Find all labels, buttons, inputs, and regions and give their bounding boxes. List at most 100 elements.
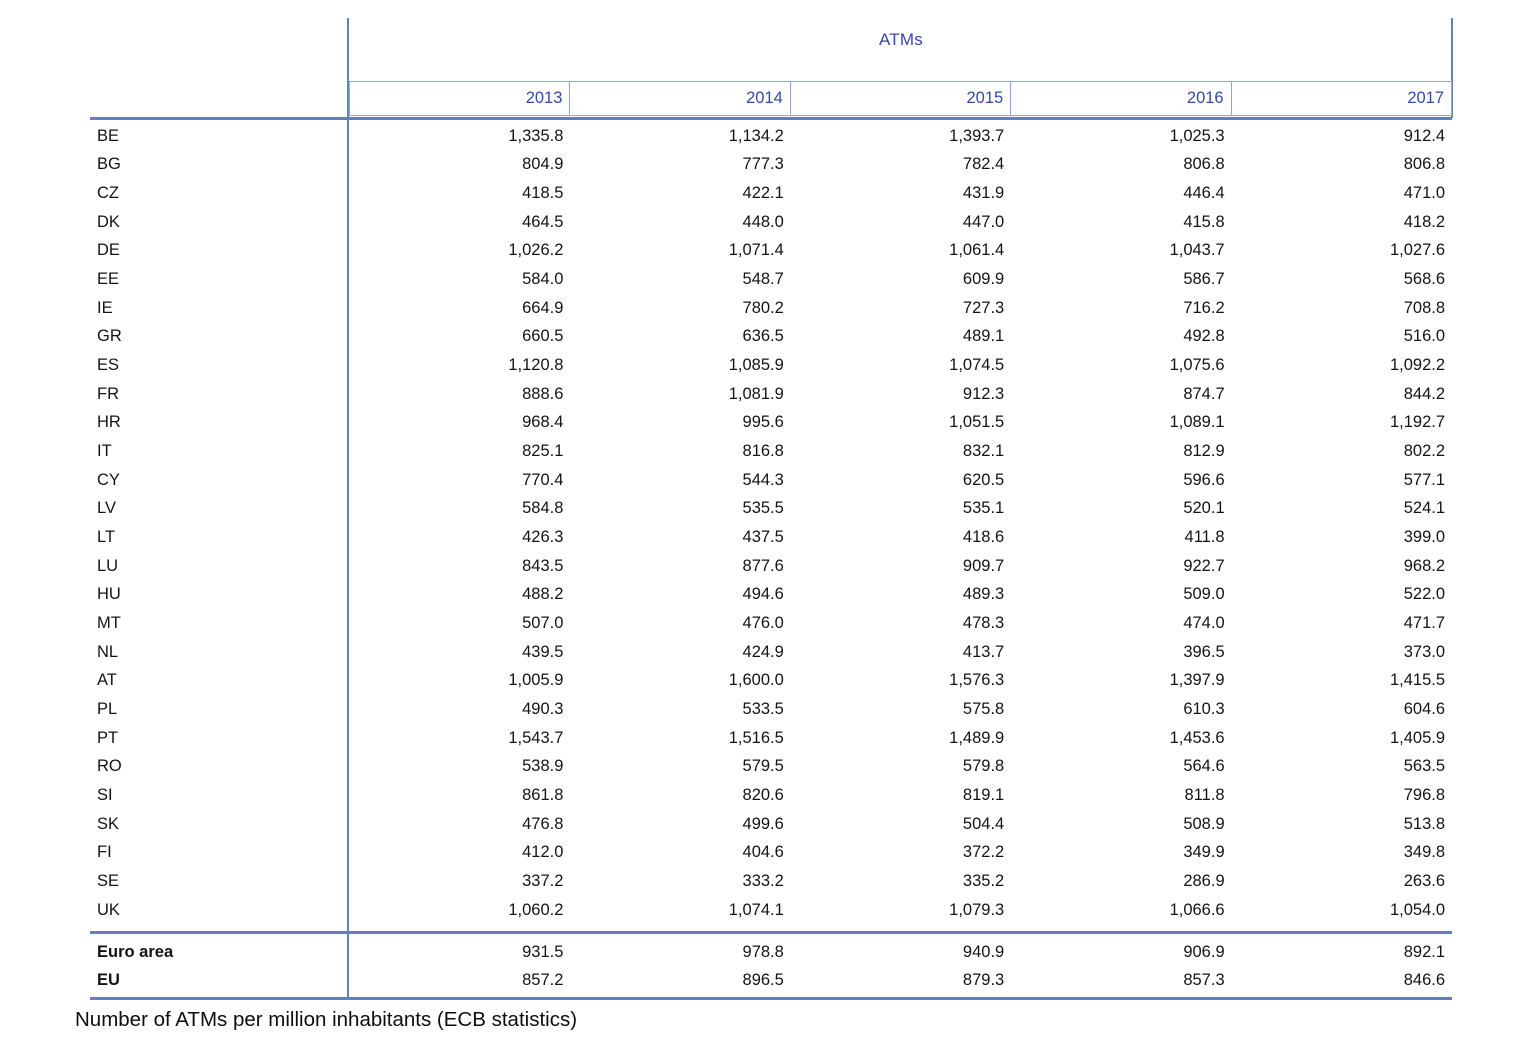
value-cell: 1,335.8 [508, 126, 564, 145]
country-row: AT 1,005.9 1,600.0 1,576.3 1,397.9 1,415.5 [90, 666, 1452, 695]
value-cell: 422.1 [742, 184, 784, 203]
row-label: LV [97, 499, 116, 518]
value-cell: 535.5 [742, 499, 784, 518]
value-cell: 1,081.9 [728, 384, 784, 403]
value-cell: 968.4 [522, 413, 564, 432]
value-cell: 579.8 [962, 757, 1005, 776]
value-cell: 413.7 [962, 642, 1005, 661]
row-label: IT [97, 442, 112, 461]
value-cell: 520.1 [1183, 499, 1225, 518]
country-row: PL 490.3 533.5 575.8 610.3 604.6 [90, 695, 1452, 724]
country-row: MT 507.0 476.0 478.3 474.0 471.7 [90, 609, 1452, 638]
value-cell: 1,071.4 [728, 241, 784, 260]
year-header-cell: 2014 [570, 81, 791, 116]
row-label: CZ [97, 184, 119, 203]
row-label: GR [97, 327, 122, 346]
row-label: LU [97, 556, 119, 575]
country-row: EE 584.0 548.7 609.9 586.7 568.6 [90, 265, 1452, 294]
value-cell: 874.7 [1183, 384, 1225, 403]
value-cell: 1,397.9 [1169, 671, 1225, 690]
value-cell: 474.0 [1183, 613, 1225, 632]
country-row: HU 488.2 494.6 489.3 509.0 522.0 [90, 581, 1452, 610]
value-cell: 912.4 [1403, 126, 1446, 145]
value-cell: 1,516.5 [728, 728, 784, 747]
value-cell: 664.9 [522, 298, 564, 317]
country-row: SK 476.8 499.6 504.4 508.9 513.8 [90, 810, 1452, 839]
value-cell: 579.5 [742, 757, 784, 776]
value-cell: 412.0 [522, 843, 564, 862]
value-cell: 1,027.6 [1389, 241, 1446, 260]
summary-top-rule [90, 931, 1452, 934]
value-cell: 857.3 [1183, 971, 1225, 990]
value-cell: 892.1 [1403, 942, 1446, 961]
value-cell: 777.3 [742, 155, 784, 174]
value-cell: 337.2 [522, 871, 564, 890]
row-label: CY [97, 470, 120, 489]
value-cell: 584.8 [522, 499, 564, 518]
value-cell: 508.9 [1183, 814, 1225, 833]
value-cell: 1,060.2 [508, 900, 564, 919]
year-header-cell: 2013 [349, 81, 571, 116]
value-cell: 909.7 [962, 556, 1005, 575]
country-row: FR 888.6 1,081.9 912.3 874.7 844.2 [90, 380, 1452, 409]
column-divider-rule [347, 18, 349, 1000]
summary-row: EU 857.2 896.5 879.3 857.3 846.6 [90, 967, 1452, 996]
row-label: DK [97, 212, 120, 231]
value-cell: 708.8 [1403, 298, 1446, 317]
summary-rows: Euro area 931.5 978.8 940.9 906.9 892.1 EU 857.… [90, 938, 1452, 995]
row-label: AT [97, 671, 117, 690]
value-cell: 879.3 [962, 971, 1005, 990]
value-cell: 513.8 [1403, 814, 1446, 833]
value-cell: 610.3 [1183, 699, 1225, 718]
value-cell: 727.3 [962, 298, 1005, 317]
country-row: DK 464.5 448.0 447.0 415.8 418.2 [90, 208, 1452, 237]
value-cell: 489.3 [962, 585, 1005, 604]
value-cell: 819.1 [962, 785, 1005, 804]
value-cell: 489.1 [962, 327, 1005, 346]
year-header-cell: 2015 [790, 81, 1012, 116]
value-cell: 1,453.6 [1169, 728, 1225, 747]
value-cell: 843.5 [522, 556, 564, 575]
country-row: UK 1,060.2 1,074.1 1,079.3 1,066.6 1,054.0 [90, 896, 1452, 925]
value-cell: 399.0 [1403, 528, 1446, 547]
value-cell: 415.8 [1183, 212, 1225, 231]
value-cell: 844.2 [1403, 384, 1446, 403]
country-row: CY 770.4 544.3 620.5 596.6 577.1 [90, 466, 1452, 495]
value-cell: 431.9 [962, 184, 1005, 203]
value-cell: 1,415.5 [1389, 671, 1446, 690]
country-row: NL 439.5 424.9 413.7 396.5 373.0 [90, 638, 1452, 667]
value-cell: 782.4 [962, 155, 1005, 174]
value-cell: 586.7 [1183, 270, 1225, 289]
value-cell: 1,074.1 [728, 900, 784, 919]
value-cell: 811.8 [1184, 785, 1225, 804]
value-cell: 396.5 [1183, 642, 1225, 661]
value-cell: 896.5 [742, 971, 784, 990]
value-cell: 471.0 [1403, 184, 1446, 203]
value-cell: 940.9 [962, 942, 1005, 961]
row-label: BG [97, 155, 121, 174]
header-right-rule [1451, 18, 1453, 118]
table-bottom-rule [90, 997, 1452, 1000]
value-cell: 931.5 [522, 942, 564, 961]
value-cell: 333.2 [742, 871, 784, 890]
value-cell: 861.8 [522, 785, 564, 804]
value-cell: 490.3 [522, 699, 564, 718]
row-label: BE [97, 126, 120, 145]
value-cell: 476.0 [742, 613, 784, 632]
value-cell: 609.9 [962, 270, 1005, 289]
value-cell: 922.7 [1183, 556, 1225, 575]
value-cell: 535.1 [962, 499, 1005, 518]
value-cell: 804.9 [522, 155, 564, 174]
row-label: LT [97, 528, 116, 547]
country-row: BG 804.9 777.3 782.4 806.8 806.8 [90, 151, 1452, 180]
value-cell: 1,079.3 [949, 900, 1005, 919]
value-cell: 418.5 [522, 184, 564, 203]
value-cell: 832.1 [962, 442, 1005, 461]
value-cell: 1,393.7 [949, 126, 1005, 145]
value-cell: 564.6 [1183, 757, 1225, 776]
country-row: ES 1,120.8 1,085.9 1,074.5 1,075.6 1,092.2 [90, 351, 1452, 380]
value-cell: 509.0 [1183, 585, 1225, 604]
country-row: LU 843.5 877.6 909.7 922.7 968.2 [90, 552, 1452, 581]
year-header-row: 2013 2014 2015 2016 2017 [349, 81, 1453, 116]
value-cell: 426.3 [522, 528, 564, 547]
